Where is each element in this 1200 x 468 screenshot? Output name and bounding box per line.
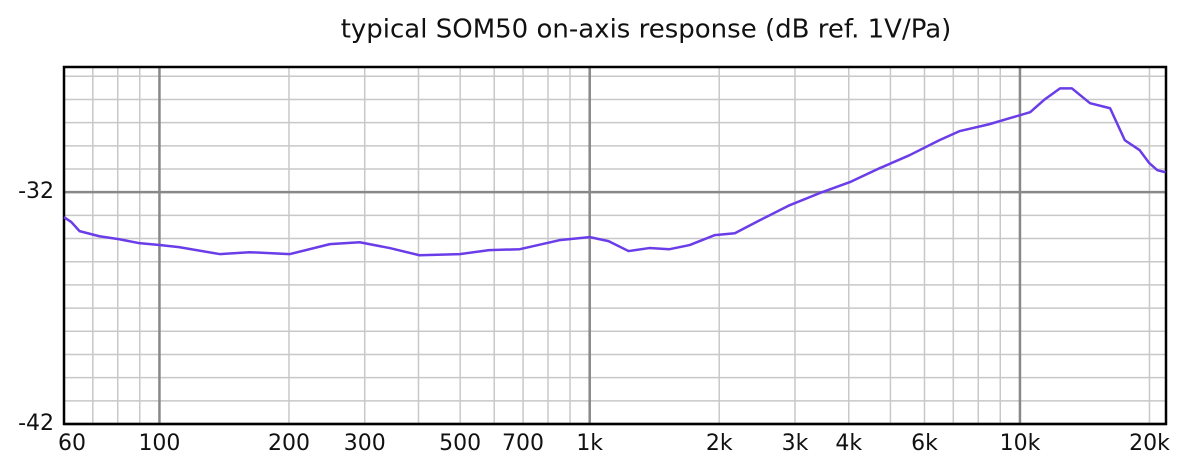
x-tick-label: 10k	[1000, 431, 1041, 456]
x-tick-label: 4k	[835, 431, 862, 456]
x-tick-label: 6k	[911, 431, 938, 456]
x-tick-label: 2k	[706, 431, 733, 456]
response-line	[63, 87, 1166, 257]
x-tick-label: 200	[268, 431, 310, 456]
x-tick-label: 500	[439, 431, 481, 456]
x-tick-label: 3k	[782, 431, 809, 456]
chart-title: typical SOM50 on-axis response (dB ref. …	[341, 15, 952, 45]
x-tick-label: 20k	[1129, 431, 1170, 456]
x-tick-label: 60	[58, 431, 86, 456]
y-tick-label: -32	[18, 179, 54, 204]
x-tick-label: 700	[502, 431, 544, 456]
x-tick-label: 100	[138, 431, 180, 456]
x-tick-label: 300	[344, 431, 386, 456]
y-tick-label: -42	[18, 411, 54, 436]
x-tick-label: 1k	[576, 431, 603, 456]
plot-frame	[62, 65, 1168, 426]
